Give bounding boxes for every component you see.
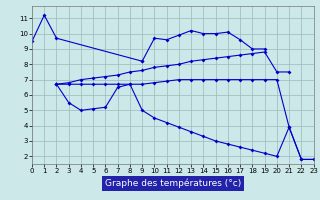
X-axis label: Graphe des températures (°c): Graphe des températures (°c) — [105, 178, 241, 188]
